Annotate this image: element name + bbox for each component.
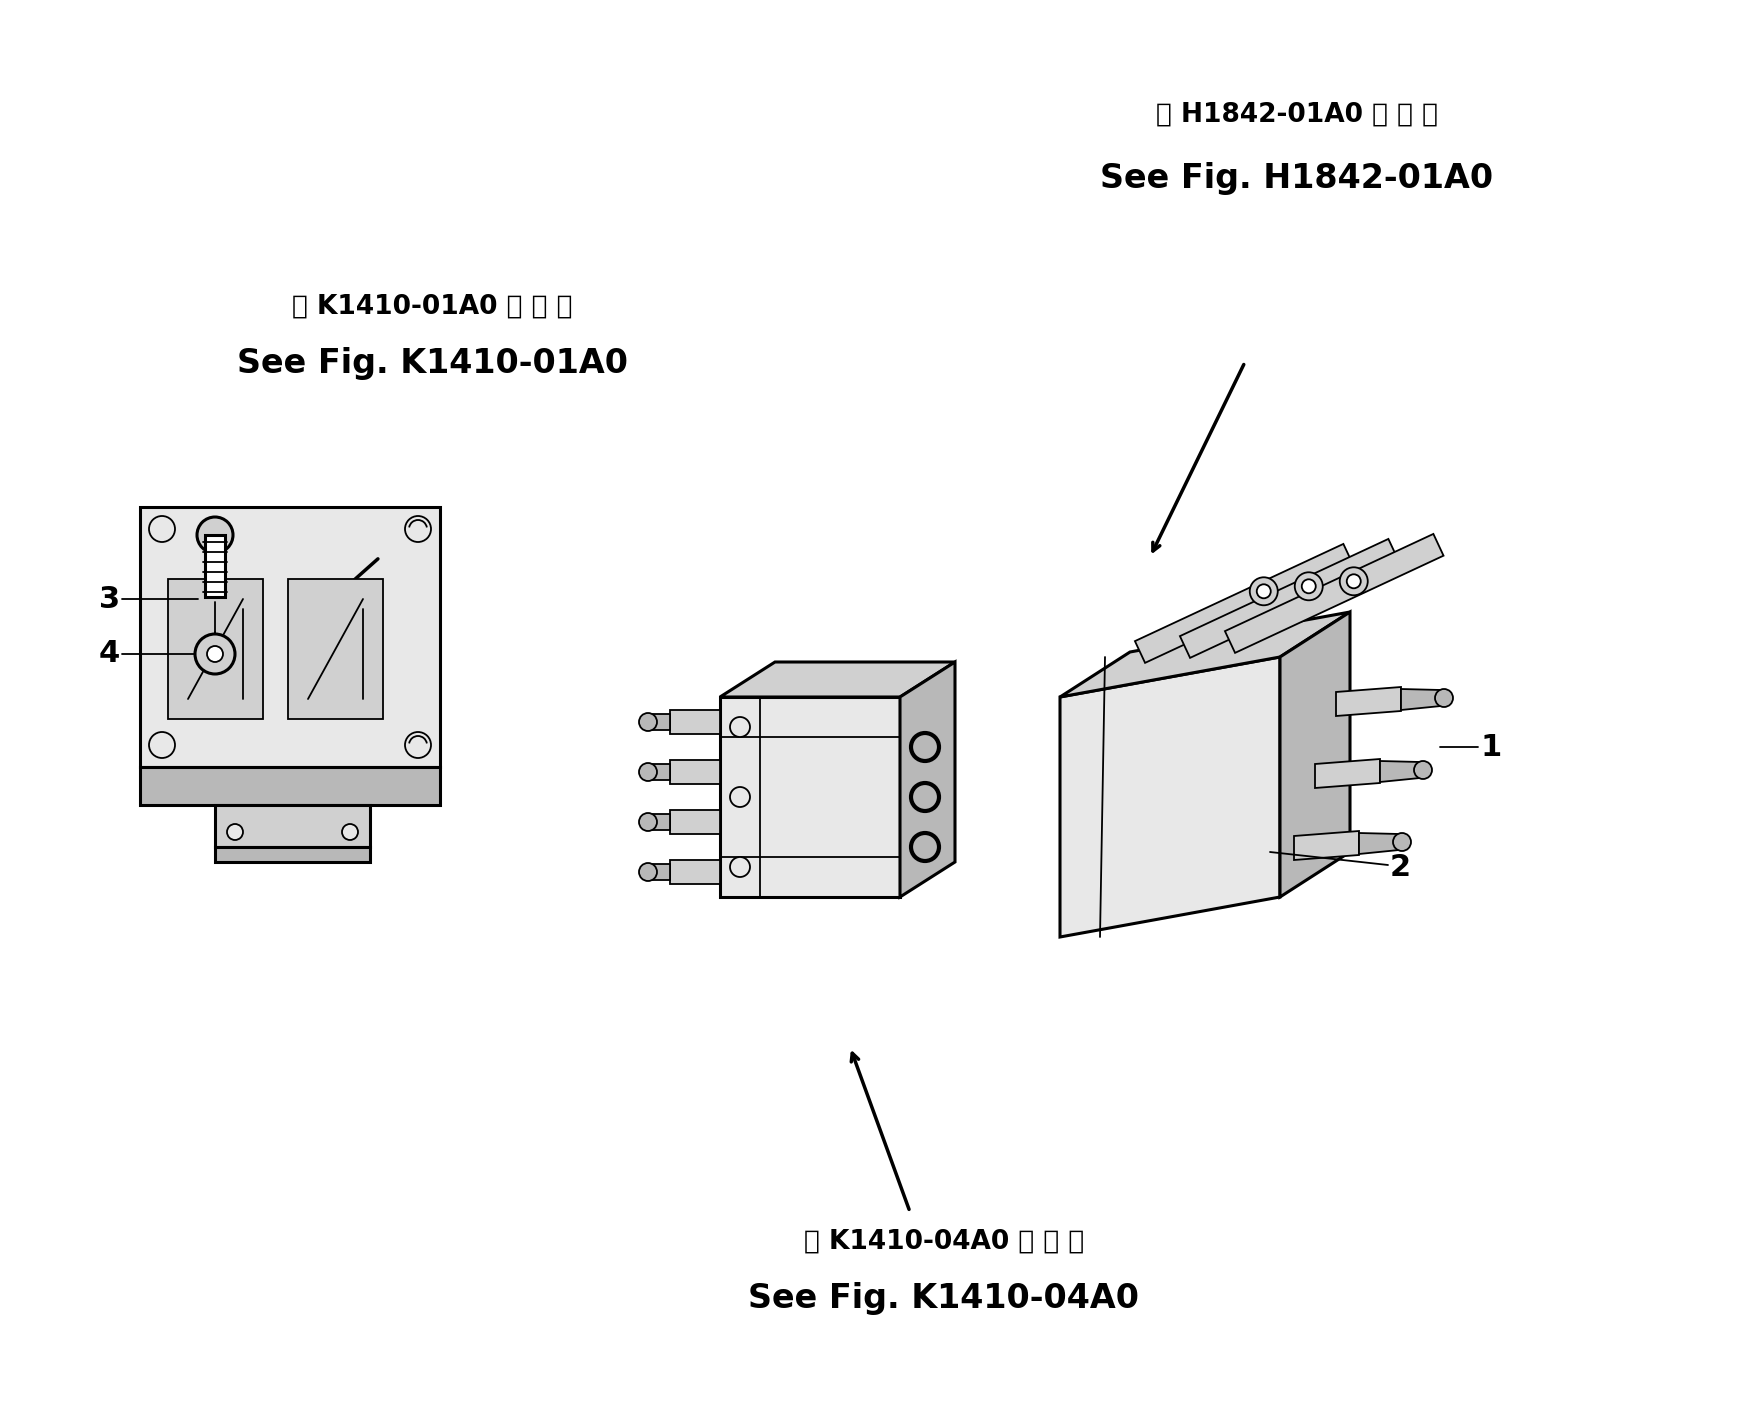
Text: See Fig. H1842-01A0: See Fig. H1842-01A0 <box>1101 161 1492 195</box>
Polygon shape <box>1281 612 1349 898</box>
Circle shape <box>730 788 750 808</box>
Text: See Fig. K1410-04A0: See Fig. K1410-04A0 <box>748 1281 1140 1316</box>
Circle shape <box>206 646 222 662</box>
Polygon shape <box>168 579 263 719</box>
Polygon shape <box>647 714 670 731</box>
Text: See Fig. K1410-01A0: See Fig. K1410-01A0 <box>236 347 628 381</box>
Text: 2: 2 <box>1390 852 1411 882</box>
Circle shape <box>1339 568 1367 595</box>
Circle shape <box>1302 579 1316 594</box>
Circle shape <box>406 732 430 758</box>
Text: 1: 1 <box>1480 732 1501 762</box>
Circle shape <box>1256 584 1270 598</box>
Circle shape <box>639 813 656 831</box>
Polygon shape <box>670 761 720 783</box>
Circle shape <box>196 634 235 674</box>
Polygon shape <box>1379 761 1420 782</box>
Polygon shape <box>1314 759 1379 788</box>
Polygon shape <box>647 813 670 831</box>
Text: 第 H1842-01A0 図 参 照: 第 H1842-01A0 図 参 照 <box>1155 101 1438 127</box>
Circle shape <box>1295 572 1323 601</box>
Circle shape <box>639 714 656 731</box>
Polygon shape <box>900 662 954 898</box>
Polygon shape <box>1401 689 1441 711</box>
Text: 3: 3 <box>99 585 120 614</box>
Circle shape <box>406 517 430 542</box>
Circle shape <box>1415 761 1432 779</box>
Polygon shape <box>139 507 439 766</box>
Text: 4: 4 <box>99 639 120 668</box>
Polygon shape <box>720 696 900 898</box>
Circle shape <box>1346 574 1360 588</box>
Polygon shape <box>1224 534 1443 654</box>
Polygon shape <box>1060 612 1349 696</box>
Polygon shape <box>647 863 670 880</box>
Polygon shape <box>205 535 226 596</box>
Circle shape <box>342 823 358 841</box>
Text: 第 K1410-01A0 図 参 照: 第 K1410-01A0 図 参 照 <box>291 294 573 320</box>
Circle shape <box>1434 689 1454 706</box>
Circle shape <box>1249 578 1277 605</box>
Circle shape <box>730 858 750 878</box>
Polygon shape <box>670 811 720 833</box>
Circle shape <box>730 716 750 736</box>
Polygon shape <box>1180 539 1399 658</box>
Circle shape <box>1394 833 1411 850</box>
Circle shape <box>198 517 233 554</box>
Polygon shape <box>670 860 720 883</box>
Polygon shape <box>215 805 370 848</box>
Text: 第 K1410-04A0 図 参 照: 第 K1410-04A0 図 参 照 <box>804 1229 1083 1254</box>
Circle shape <box>148 732 175 758</box>
Polygon shape <box>1060 656 1281 938</box>
Polygon shape <box>670 711 720 733</box>
Polygon shape <box>1134 544 1353 664</box>
Polygon shape <box>720 662 954 696</box>
Polygon shape <box>215 848 370 862</box>
Circle shape <box>148 517 175 542</box>
Circle shape <box>639 763 656 781</box>
Polygon shape <box>288 579 383 719</box>
Polygon shape <box>1335 686 1401 716</box>
Polygon shape <box>647 763 670 781</box>
Polygon shape <box>139 766 439 805</box>
Polygon shape <box>1358 833 1399 853</box>
Circle shape <box>639 863 656 880</box>
Circle shape <box>228 823 243 841</box>
Polygon shape <box>1295 831 1358 860</box>
